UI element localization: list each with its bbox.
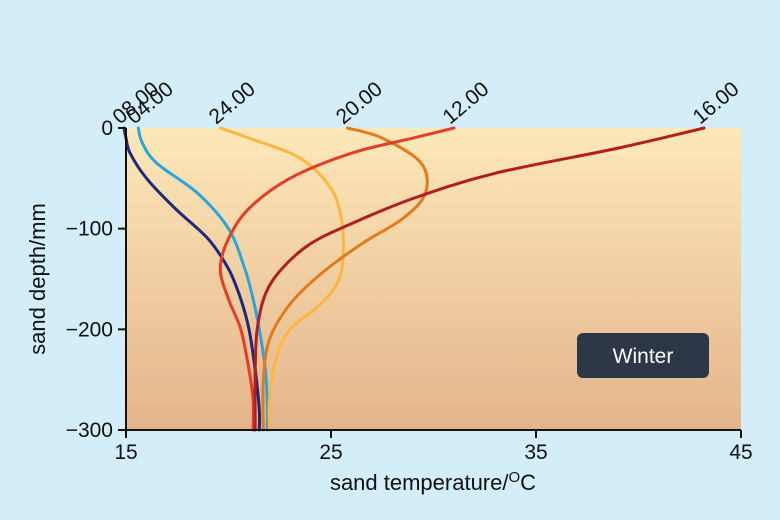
series-label-16-00: 16.00 [689,77,744,128]
series-label-12-00: 12.00 [438,77,493,128]
x-tick-label: 25 [319,441,342,464]
y-tick-label: −300 [66,419,113,442]
y-tick-label: 0 [101,117,113,140]
season-badge-box [577,333,709,378]
y-axis-label: sand depth/mm [25,203,50,355]
series-label-24-00: 24.00 [205,77,260,128]
x-tick-label: 45 [729,441,752,464]
series-line-12-00 [218,126,456,432]
x-tick-label: 35 [524,441,547,464]
y-tick-label: −200 [66,318,113,341]
series-line-04-00 [136,126,270,432]
season-badge: Winter [577,333,709,378]
y-ticks: 0 −100 −200 −300 [66,117,126,442]
series-layer [122,126,706,432]
season-badge-label: Winter [613,345,674,368]
x-axis-label: sand temperature/OC [330,469,536,495]
series-line-24-00 [218,126,345,432]
plot-area [126,128,741,430]
series-line-20-00 [261,126,429,432]
x-tick-label: 15 [114,441,137,464]
series-label-20-00: 20.00 [332,77,387,128]
x-ticks: 15 25 35 45 [114,430,753,464]
y-tick-label: −100 [66,218,113,241]
series-line-16-00 [253,126,706,432]
